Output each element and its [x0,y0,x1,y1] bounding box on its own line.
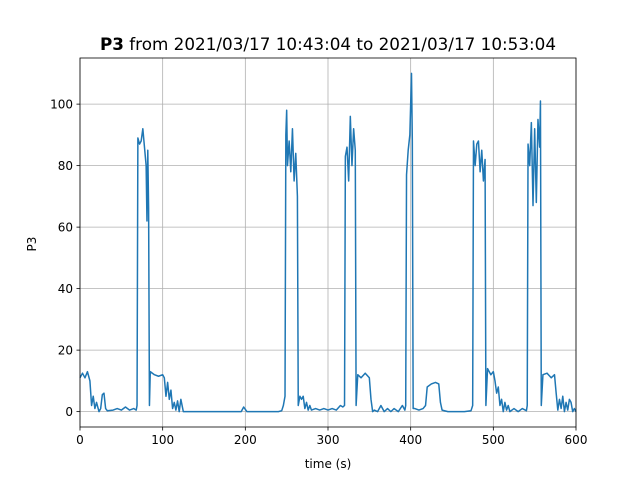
series-layer [79,72,577,413]
ticks: 0 100 200 300 400 500 600 0 20 40 60 80 100 [50,97,587,447]
y-tick-label: 40 [58,282,73,296]
x-tick-label: 400 [399,433,422,447]
chart-title-bold: P3 [100,34,124,54]
chart-title-rest: from 2021/03/17 10:43:04 to 2021/03/17 1… [124,34,556,54]
y-tick-label: 60 [58,220,73,234]
grid [79,58,577,427]
chart-title: P3 from 2021/03/17 10:43:04 to 2021/03/1… [100,34,556,54]
y-axis-label: P3 [25,237,39,252]
y-tick-label: 100 [50,97,73,111]
series-line-0 [79,72,577,413]
x-tick-label: 600 [565,433,588,447]
x-tick-label: 200 [234,433,257,447]
x-tick-label: 300 [317,433,340,447]
y-tick-label: 20 [58,343,73,357]
y-tick-label: 0 [65,405,73,419]
x-tick-label: 100 [151,433,174,447]
x-tick-label: 0 [76,433,84,447]
x-axis-label: time (s) [305,457,352,471]
y-tick-label: 80 [58,159,73,173]
x-tick-label: 500 [482,433,505,447]
